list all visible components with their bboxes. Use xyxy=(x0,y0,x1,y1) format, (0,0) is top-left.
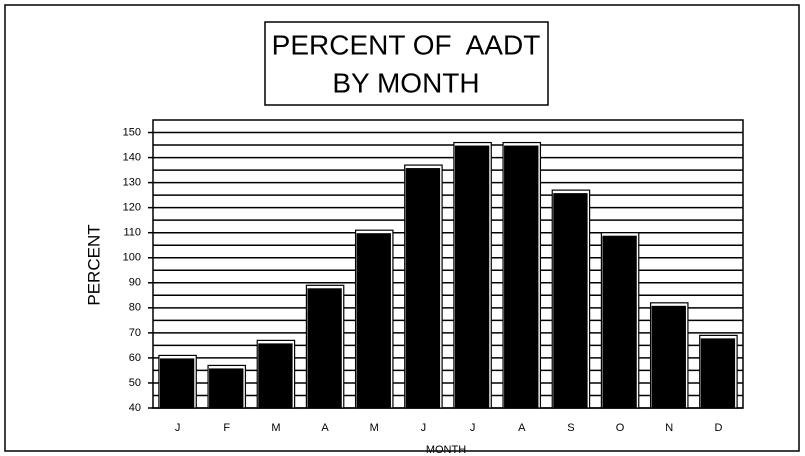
y-tick-label: 90 xyxy=(129,277,141,289)
bar xyxy=(700,338,736,408)
bar xyxy=(553,193,588,408)
y-tick-label: 140 xyxy=(123,151,141,163)
bar xyxy=(307,288,342,408)
bar xyxy=(405,168,441,408)
bar xyxy=(602,235,637,408)
bar xyxy=(504,145,539,408)
x-tick-label: J xyxy=(175,422,181,434)
x-tick-label: A xyxy=(518,422,526,434)
x-tick-label: O xyxy=(616,422,625,434)
y-tick-label: 120 xyxy=(123,202,141,214)
bar xyxy=(454,145,490,408)
x-tick-label: A xyxy=(321,422,329,434)
title-box xyxy=(264,21,549,106)
y-tick-label: 110 xyxy=(123,227,141,239)
chart-title: BY MONTH xyxy=(332,67,479,98)
x-tick-label: N xyxy=(665,422,673,434)
y-tick-label: 130 xyxy=(123,177,141,189)
y-axis-title: PERCENT xyxy=(84,224,103,305)
x-tick-label: M xyxy=(370,422,379,434)
x-tick-label: M xyxy=(271,422,280,434)
x-tick-label: F xyxy=(223,422,230,434)
y-tick-label: 100 xyxy=(123,252,141,264)
x-tick-label: J xyxy=(421,422,427,434)
x-tick-label: S xyxy=(567,422,574,434)
x-tick-label: D xyxy=(714,422,722,434)
bar xyxy=(356,233,391,408)
chart-title: PERCENT OF AADT xyxy=(272,29,541,60)
plot-area xyxy=(152,119,744,409)
y-tick-label: 150 xyxy=(123,126,141,138)
x-tick-label: J xyxy=(470,422,476,434)
y-tick-label: 80 xyxy=(129,302,141,314)
x-axis-title: MONTH xyxy=(426,444,466,456)
y-tick-label: 50 xyxy=(129,377,141,389)
y-tick-label: 70 xyxy=(129,327,141,339)
bar xyxy=(258,343,293,408)
y-tick-label: 40 xyxy=(129,402,141,414)
y-tick-label: 60 xyxy=(129,352,141,364)
bar xyxy=(159,358,195,408)
bar xyxy=(651,305,686,408)
bar xyxy=(209,368,244,408)
